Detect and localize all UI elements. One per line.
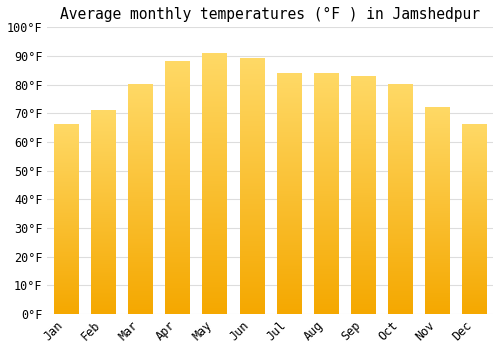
Bar <box>351 76 375 314</box>
Title: Average monthly temperatures (°F ) in Jamshedpur: Average monthly temperatures (°F ) in Ja… <box>60 7 480 22</box>
Bar <box>240 59 264 314</box>
Bar <box>54 125 78 314</box>
Bar <box>388 85 412 314</box>
Bar <box>91 110 115 314</box>
Bar <box>314 73 338 314</box>
Bar <box>202 53 226 314</box>
Bar <box>462 125 486 314</box>
Bar <box>426 107 450 314</box>
Bar <box>128 85 152 314</box>
Bar <box>166 62 190 314</box>
Bar <box>276 73 301 314</box>
